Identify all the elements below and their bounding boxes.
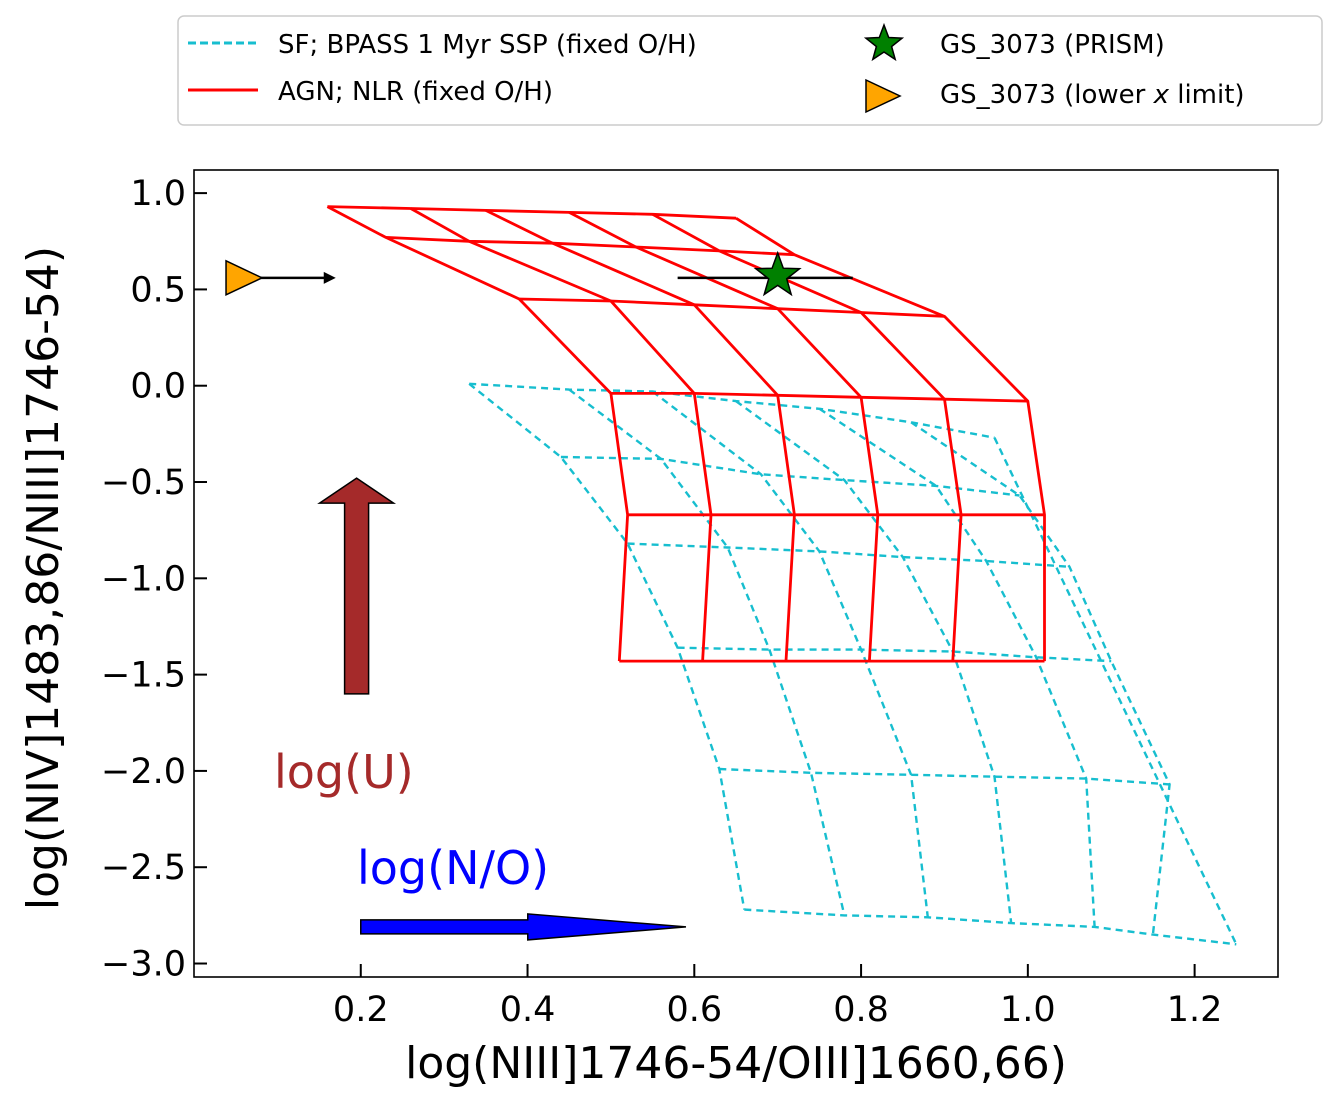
grid-line-sf-row-2 bbox=[627, 542, 1070, 568]
grid-line-sf-col-2 bbox=[651, 390, 929, 918]
grid-line-agn-col-3 bbox=[568, 211, 880, 662]
x-tick-label-0: 0.2 bbox=[333, 990, 389, 1030]
y-tick-label-3: −0.5 bbox=[101, 463, 186, 503]
annotation-arrows bbox=[317, 477, 687, 941]
legend: SF; BPASS 1 Myr SSP (fixed O/H) AGN; NLR… bbox=[177, 15, 1323, 126]
grid-line-agn-col-5 bbox=[735, 217, 1046, 662]
grid-line-agn-row-3 bbox=[610, 391, 1028, 403]
legend-star-icon bbox=[863, 22, 905, 62]
y-tick-label-2: 0.0 bbox=[130, 367, 186, 407]
x-tick-label-2: 0.6 bbox=[666, 990, 722, 1030]
grid-line-sf-row-1 bbox=[560, 455, 1020, 497]
legend-label-limit: GS_3073 (lower x limit) bbox=[940, 80, 1245, 110]
grid-line-sf-row-3 bbox=[677, 646, 1112, 663]
y-axis-ticks: 1.0 0.5 0.0 −0.5 −1.0 −1.5 −2.0 −2.5 −3.0 bbox=[101, 174, 207, 985]
grid-line-agn-col-1 bbox=[410, 207, 713, 662]
legend-label-agn: AGN; NLR (fixed O/H) bbox=[278, 77, 553, 107]
arrow-log-no bbox=[360, 913, 687, 941]
grid-line-sf-col-3 bbox=[735, 400, 1013, 924]
y-tick-label-1: 0.5 bbox=[130, 270, 186, 310]
y-tick-label-4: −1.0 bbox=[101, 559, 186, 599]
y-tick-label-5: −1.5 bbox=[101, 656, 186, 696]
grid-agn bbox=[326, 205, 1046, 663]
grid-line-agn-col-4 bbox=[651, 213, 963, 662]
grid-line-sf-col-1 bbox=[568, 388, 846, 916]
x-tick-label-3: 0.8 bbox=[833, 990, 889, 1030]
grid-line-agn-row-0 bbox=[327, 205, 737, 220]
x-axis-title: log(NIII]1746-54/OIII]1660,66) bbox=[405, 1038, 1067, 1089]
legend-label-sf: SF; BPASS 1 Myr SSP (fixed O/H) bbox=[278, 30, 697, 60]
x-tick-label-5: 1.2 bbox=[1167, 990, 1223, 1030]
legend-label-limit-pre: GS_3073 (lower bbox=[940, 80, 1154, 110]
grid-line-agn-col-0 bbox=[326, 205, 629, 662]
grid-line-sf-row-5 bbox=[744, 908, 1237, 946]
gs3073-star-marker bbox=[753, 250, 802, 297]
gs3073-limit-marker bbox=[225, 259, 264, 297]
y-tick-label-8: −3.0 bbox=[101, 945, 186, 985]
arrow-log-u bbox=[317, 477, 397, 695]
legend-label-limit-post: limit) bbox=[1169, 80, 1245, 110]
legend-label-prism: GS_3073 (PRISM) bbox=[940, 30, 1165, 60]
grid-line-agn-row-2 bbox=[519, 297, 945, 318]
data-points bbox=[225, 250, 853, 297]
grid-line-agn-col-2 bbox=[485, 209, 796, 662]
legend-triangle-icon bbox=[865, 78, 902, 114]
legend-label-limit-x: x bbox=[1153, 80, 1170, 110]
y-tick-label-0: 1.0 bbox=[130, 174, 186, 214]
x-tick-label-4: 1.0 bbox=[1000, 990, 1056, 1030]
legend-frame bbox=[177, 15, 1323, 126]
grid-line-sf-col-6 bbox=[993, 437, 1238, 945]
grid-line-sf-col-5 bbox=[910, 421, 1171, 935]
y-tick-label-6: −2.0 bbox=[101, 752, 186, 792]
grid-line-sf-row-4 bbox=[719, 767, 1170, 786]
grid-sf bbox=[468, 382, 1238, 946]
annotation-log-no: log(N/O) bbox=[357, 841, 549, 895]
grid-line-sf-row-0 bbox=[469, 382, 995, 439]
x-axis-ticks: 0.2 0.4 0.6 0.8 1.0 1.2 bbox=[333, 964, 1223, 1030]
annotation-log-u: log(U) bbox=[274, 745, 414, 799]
model-grids bbox=[326, 205, 1238, 946]
grid-line-sf-col-4 bbox=[818, 407, 1096, 927]
limit-arrow-head bbox=[323, 271, 336, 284]
grid-line-sf-col-0 bbox=[468, 382, 746, 910]
plot-frame bbox=[193, 169, 1279, 978]
x-tick-label-1: 0.4 bbox=[500, 990, 556, 1030]
y-axis-title: log(NIV]1483,86/NIII]1746-54) bbox=[18, 246, 69, 910]
grid-line-agn-row-1 bbox=[385, 236, 795, 257]
y-tick-label-7: −2.5 bbox=[101, 848, 186, 888]
